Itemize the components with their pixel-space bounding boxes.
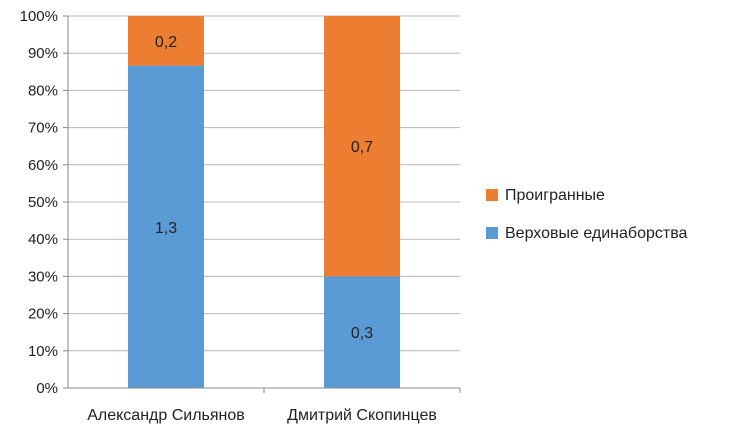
data-label: 0,7	[351, 139, 373, 156]
bar-segment-lost	[128, 16, 204, 66]
gridlines	[68, 15, 460, 389]
y-tick-label: 60%	[28, 157, 58, 174]
legend-swatch	[486, 227, 498, 239]
y-tick-label: 10%	[28, 343, 58, 360]
x-axis: Александр Сильянов Дмитрий Скопинцев	[68, 387, 461, 424]
data-label: 0,2	[155, 34, 177, 51]
x-category-label: Александр Сильянов	[87, 407, 245, 424]
y-tick-label: 30%	[28, 268, 58, 285]
legend-swatch	[486, 189, 498, 201]
y-tick-label: 100%	[20, 8, 58, 25]
data-label: 0,3	[351, 325, 373, 342]
y-tick-label: 20%	[28, 306, 58, 323]
y-tick-label: 90%	[28, 45, 58, 62]
legend-label: Проигранные	[505, 187, 605, 204]
data-label: 1,3	[155, 220, 177, 237]
y-tick-label: 80%	[28, 82, 58, 99]
y-tick-label: 50%	[28, 194, 58, 211]
bars: 1,3 0,2 0,3 0,7	[128, 16, 400, 388]
y-tick-label: 0%	[36, 380, 58, 397]
bar-segment-won	[324, 276, 400, 388]
bar-segment-lost	[324, 16, 400, 277]
x-category-label: Дмитрий Скопинцев	[287, 407, 437, 424]
legend: Проигранные Верховые единаборства	[486, 187, 688, 242]
y-tick-label: 40%	[28, 231, 58, 248]
y-tick-label: 70%	[28, 120, 58, 137]
legend-label: Верховые единаборства	[505, 225, 688, 242]
y-axis: 0% 10% 20% 30% 40% 50% 60% 70% 80% 90% 100%	[20, 8, 69, 397]
bar-segment-won	[128, 65, 204, 388]
